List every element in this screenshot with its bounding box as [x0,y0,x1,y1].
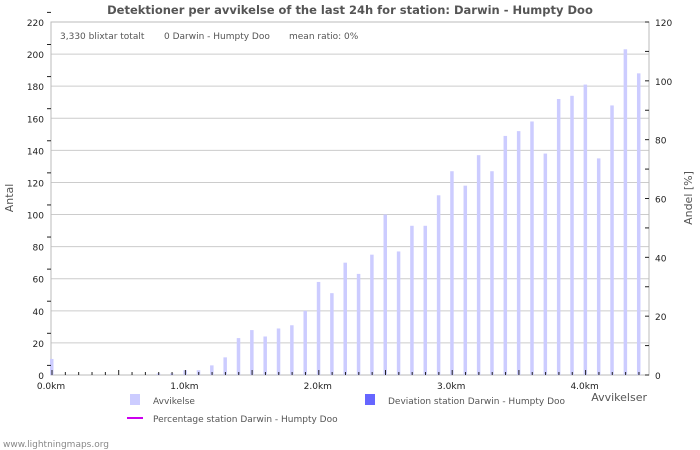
y2-tick-label: 40 [655,254,667,264]
bar-avvikelse [636,73,641,375]
axes: 0 20 40 60 80 100 120 140 160 180 200 220 0 20 40 60 80 1… [27,11,672,392]
y-tick-label: 80 [33,244,45,254]
bar-avvikelse [543,153,548,375]
bar-avvikelse [343,262,347,375]
x-tick-label: 1.0km [170,382,198,392]
legend-label-deviation: Deviation station Darwin - Humpty Doo [388,397,566,407]
bar-avvikelse [596,158,601,375]
bar-avvikelse [210,365,214,375]
bar-avvikelse [463,185,468,375]
bar-avvikelse [316,281,321,375]
x-tick-label: 2.0km [304,382,332,392]
bar-avvikelse [516,131,521,375]
y-tick-label: 100 [27,212,44,222]
bar-avvikelse [356,273,361,375]
bar-avvikelse [410,225,414,375]
x-tick-label: 0.0km [37,382,65,392]
bar-avvikelse [303,310,307,375]
y2-tick-label: 0 [655,372,661,382]
bar-avvikelse [476,155,481,375]
bar-avvikelse [436,195,441,375]
bar-avvikelse [250,330,254,375]
bar-avvikelse [396,251,401,375]
legend-swatch-deviation [365,394,375,405]
y-tick-label: 60 [33,276,45,286]
y2-tick-label: 80 [655,137,667,147]
chart-title: Detektioner per avvikelse of the last 24… [107,3,593,17]
y2-axis-label: Andel [%] [682,171,695,225]
bar-avvikelse [50,358,54,375]
x-axis-label: Avvikelser [591,391,647,404]
bar-avvikelse [623,49,628,375]
gridlines [51,53,649,344]
y-tick-label: 220 [27,19,44,29]
y-tick-label: 20 [33,340,45,350]
bar-avvikelse [450,171,454,375]
bar-avvikelse [490,171,494,375]
y2-tick-label: 60 [655,196,667,206]
y-tick-label: 120 [27,179,44,189]
bar-avvikelse [423,225,428,375]
bar-avvikelse [383,214,387,375]
y-axis-label: Antal [3,184,16,213]
bar-avvikelse [263,336,267,375]
x-tick-label: 4.0km [570,382,598,392]
y2-tick-label: 100 [655,78,672,88]
y-tick-label: 140 [27,147,44,157]
y2-tick-label: 20 [655,313,667,323]
y-tick-label: 40 [33,308,45,318]
footer-link[interactable]: www.lightningmaps.org [3,440,109,450]
x-tick-label: 3.0km [437,382,465,392]
bar-avvikelse [570,95,574,376]
bar-avvikelse [530,121,534,376]
bar-avvikelse [610,105,614,375]
bars [50,49,641,376]
stat-mean-ratio: mean ratio: 0% [289,32,359,42]
legend-swatch-avvikelse [130,394,140,405]
bar-avvikelse [276,328,281,375]
y-tick-label: 0 [38,372,44,382]
legend-label-percentage: Percentage station Darwin - Humpty Doo [153,415,338,425]
stat-total: 3,330 blixtar totalt [60,32,145,42]
bar-avvikelse [223,357,227,375]
bar-avvikelse [330,293,334,375]
legend-label-avvikelse: Avvikelse [153,397,195,407]
y2-tick-label: 120 [655,19,672,29]
bar-avvikelse [370,254,374,375]
bar-avvikelse [503,135,508,375]
stat-station: 0 Darwin - Humpty Doo [164,32,270,42]
bar-avvikelse [236,338,241,375]
y-tick-label: 180 [27,83,44,93]
bar-avvikelse [290,325,294,375]
bar-avvikelse [556,99,561,375]
bar-avvikelse [583,84,588,375]
y-tick-label: 160 [27,115,44,125]
y-tick-label: 200 [27,51,44,61]
